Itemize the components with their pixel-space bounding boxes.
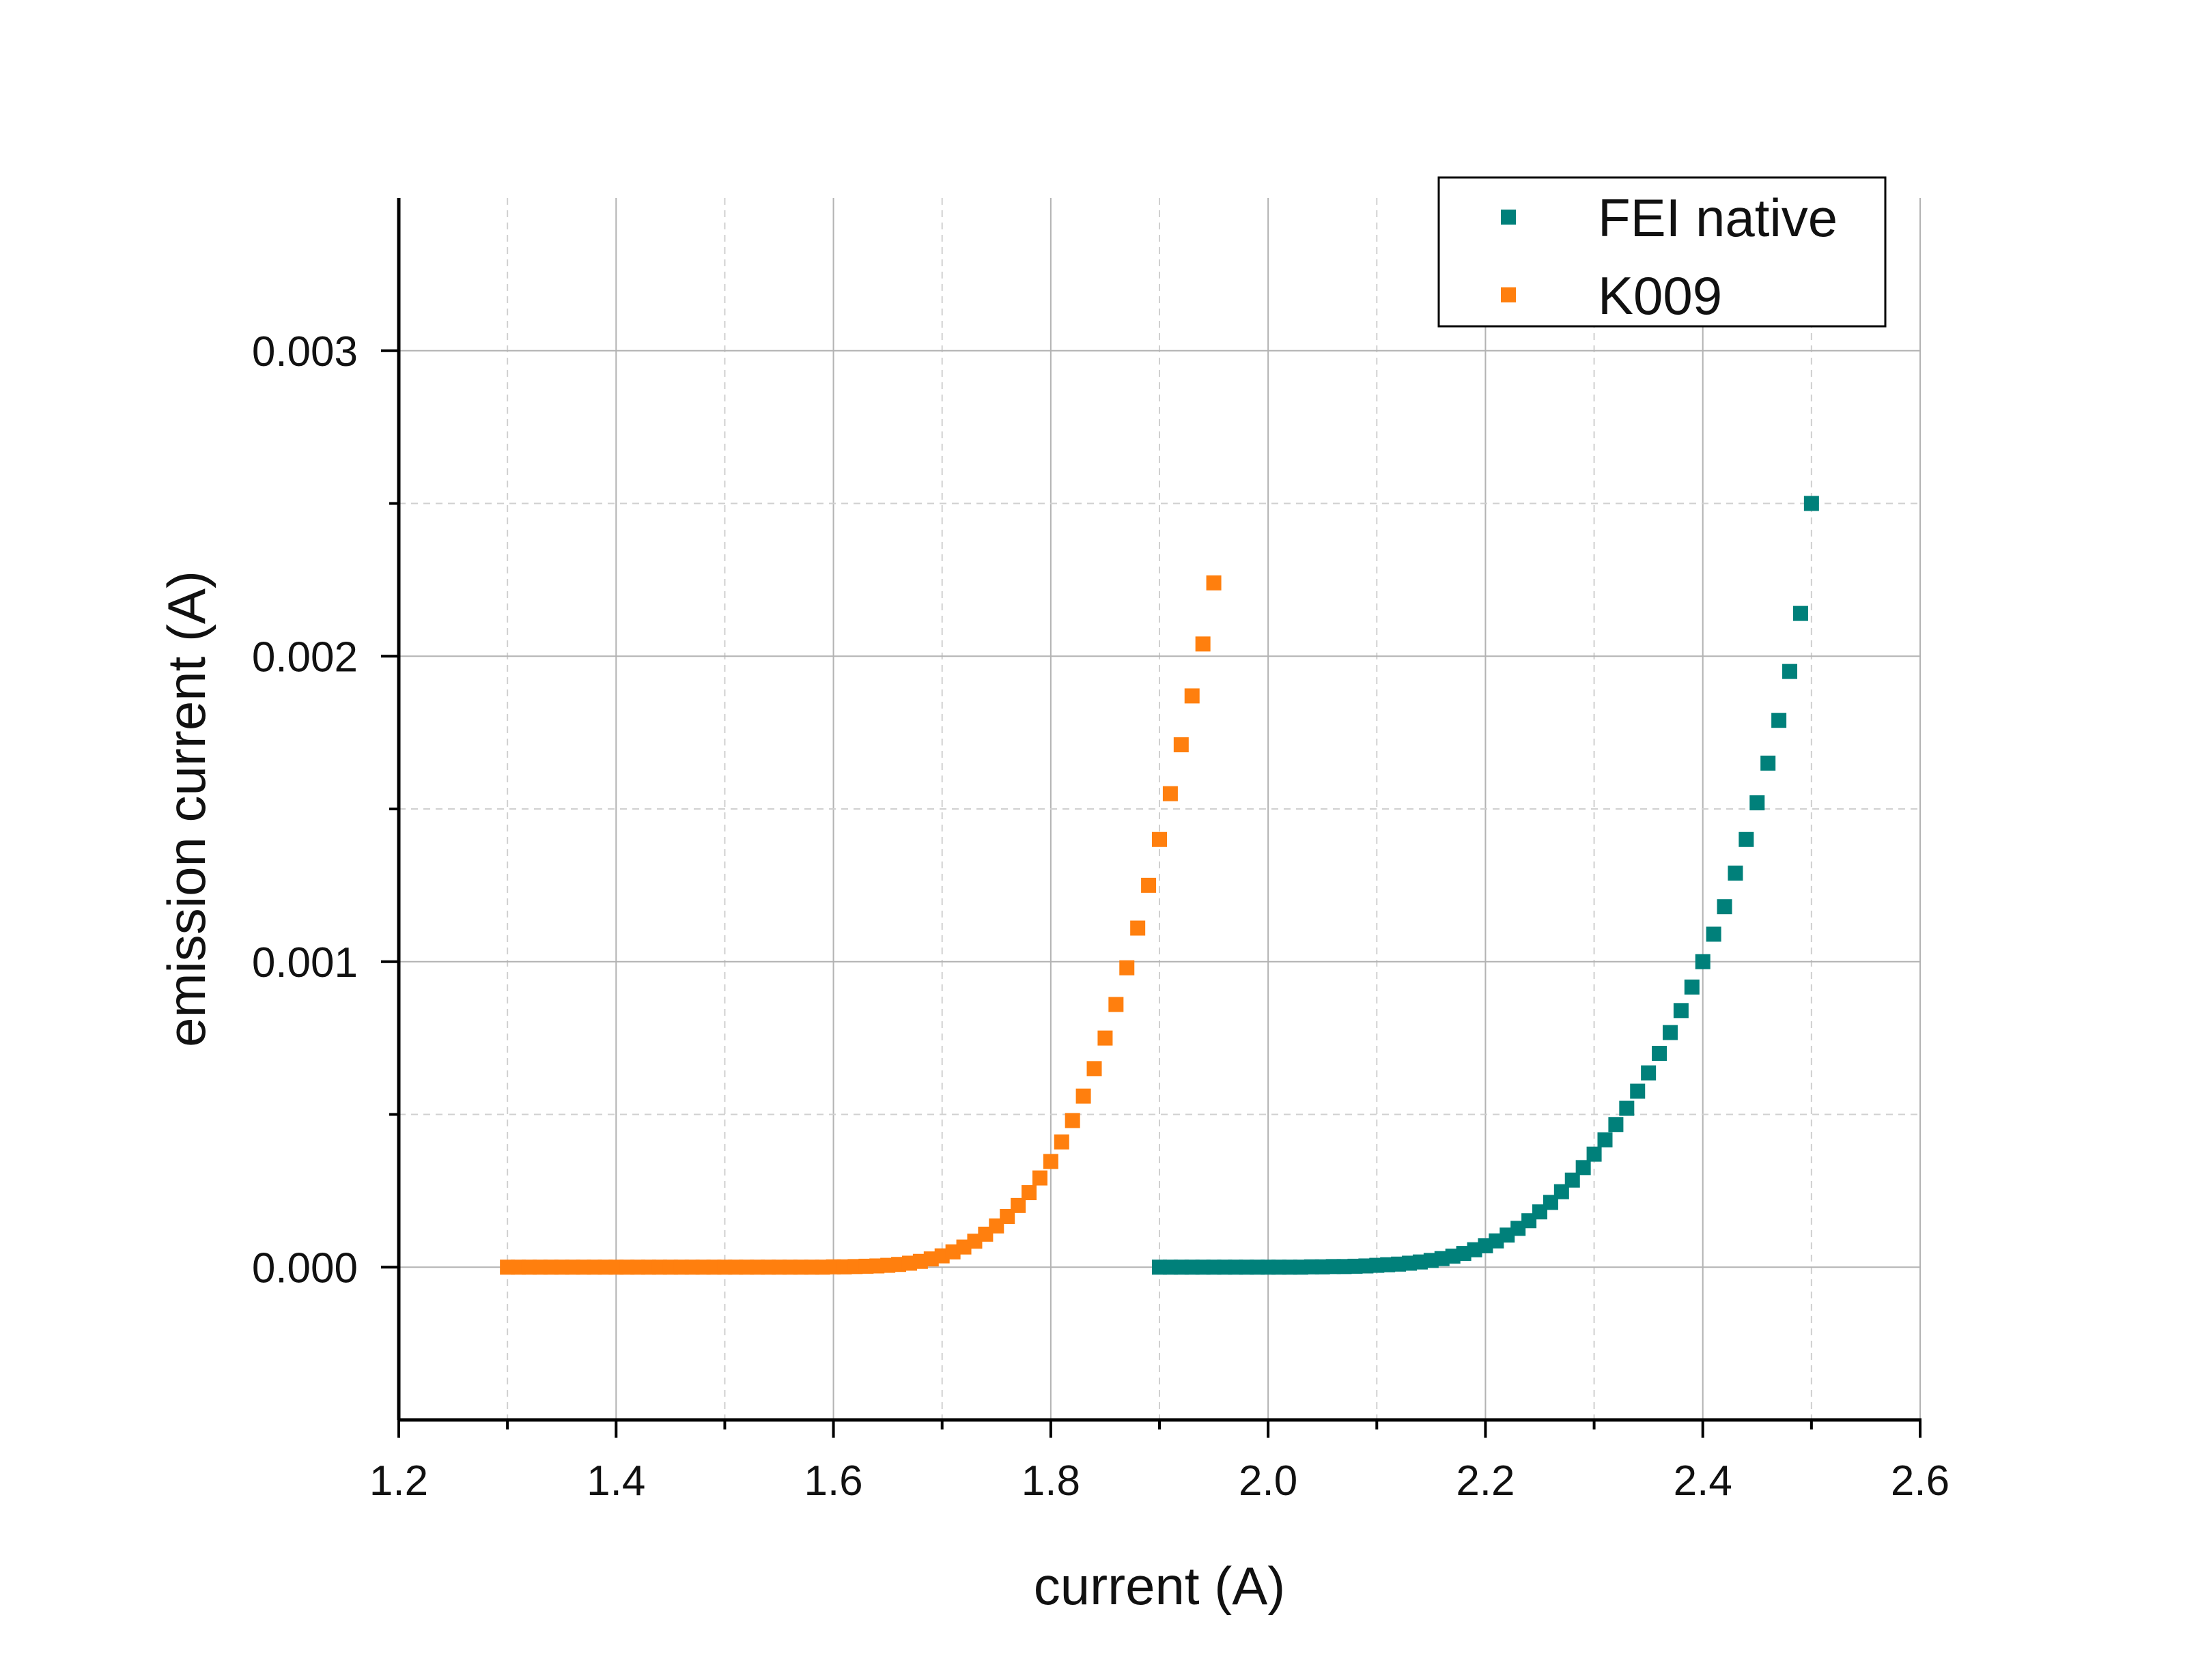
data-point [1597, 1132, 1613, 1148]
data-point [1673, 1003, 1689, 1019]
data-point [1119, 960, 1135, 976]
x-axis-title: current (A) [1034, 1556, 1285, 1616]
data-point [1706, 926, 1721, 942]
data-point [1792, 606, 1808, 621]
data-point [1575, 1160, 1591, 1176]
data-point [1184, 688, 1200, 704]
data-point [1097, 1030, 1113, 1046]
data-point [1586, 1146, 1602, 1162]
tick-labels: 1.2 1.4 1.6 1.8 2.0 2.2 2.4 2.6 0.000 0.001 0.002 0… [252, 328, 1949, 1505]
data-point [1022, 1185, 1037, 1201]
data-point [1803, 496, 1819, 511]
x-tick-label: 1.4 [587, 1457, 645, 1505]
data-point [1553, 1184, 1569, 1199]
data-point [1608, 1117, 1624, 1133]
data-point [1760, 755, 1776, 771]
data-point [1684, 979, 1700, 995]
data-point [1043, 1154, 1058, 1169]
data-point [1086, 1061, 1102, 1077]
y-tick-label: 0.001 [252, 939, 358, 986]
data-point [1173, 737, 1189, 753]
x-tick-label: 2.2 [1456, 1457, 1515, 1505]
gridlines [399, 198, 1921, 1420]
data-point [1032, 1170, 1047, 1186]
data-point [1662, 1025, 1678, 1040]
y-tick-label: 0.002 [252, 633, 358, 681]
data-point [1630, 1083, 1646, 1099]
data-point [1075, 1088, 1091, 1104]
x-tick-label: 1.2 [369, 1457, 428, 1505]
legend-marker [1501, 210, 1516, 225]
data-point [1782, 664, 1798, 679]
axis-ticks [381, 349, 1922, 1438]
x-tick-label: 2.0 [1239, 1457, 1297, 1505]
data-point [1641, 1065, 1657, 1081]
data-point [1141, 877, 1157, 893]
data-point [1152, 831, 1167, 847]
legend-label: K009 [1598, 266, 1722, 326]
y-tick-label: 0.000 [252, 1244, 358, 1292]
data-point [1206, 575, 1222, 590]
legend-marker [1501, 287, 1516, 302]
data-point [1771, 713, 1787, 728]
data-point [1195, 636, 1211, 652]
data-point [1130, 920, 1146, 936]
data-point [1749, 795, 1765, 811]
legend: FEI native K009 [1437, 176, 1887, 328]
x-tick-label: 2.4 [1674, 1457, 1732, 1505]
data-point [1108, 997, 1124, 1012]
legend-label: FEI native [1598, 188, 1838, 248]
data-point [1619, 1100, 1635, 1116]
x-tick-label: 2.6 [1891, 1457, 1949, 1505]
y-tick-label: 0.003 [252, 328, 358, 375]
data-point [1564, 1172, 1580, 1188]
x-tick-label: 1.6 [804, 1457, 862, 1505]
data-point [1652, 1046, 1667, 1061]
data-point [1162, 786, 1178, 801]
data-point [1738, 831, 1754, 847]
x-tick-label: 1.8 [1022, 1457, 1080, 1505]
data-point [1728, 865, 1743, 881]
data-point [1054, 1134, 1069, 1150]
data-point [1011, 1197, 1026, 1213]
data-point [1065, 1113, 1080, 1128]
data-point [1695, 954, 1711, 969]
data-points [500, 496, 1819, 1275]
y-axis-title: emission current (A) [156, 571, 216, 1047]
data-point [1717, 899, 1732, 915]
